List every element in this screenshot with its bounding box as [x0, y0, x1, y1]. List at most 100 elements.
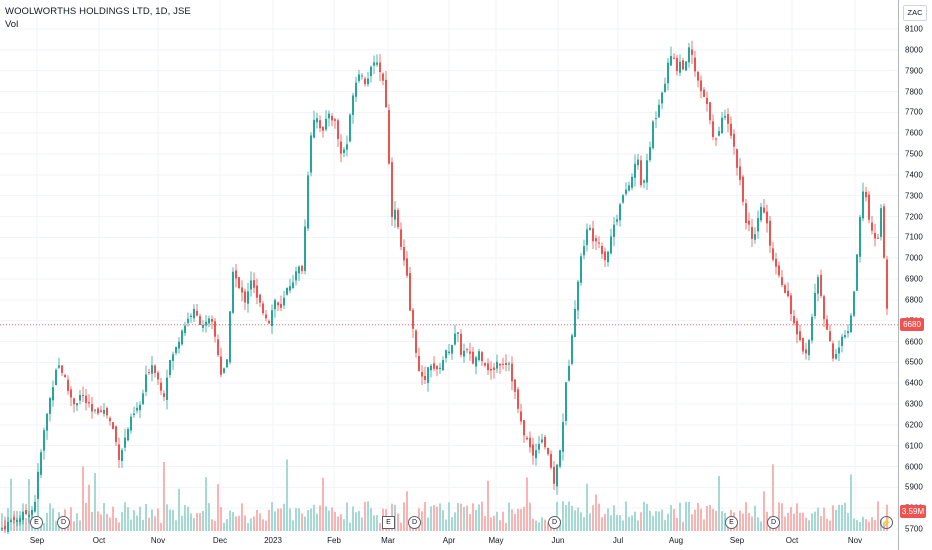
candle-body	[49, 398, 51, 414]
candle-body	[223, 368, 225, 373]
volume-bar	[661, 509, 663, 531]
candle-body	[676, 57, 678, 72]
x-tick-label: Sep	[729, 536, 745, 545]
candle-body	[691, 49, 693, 55]
candle-body	[598, 242, 600, 244]
volume-bar	[208, 503, 210, 531]
volume-bar	[316, 513, 318, 531]
volume-bar	[355, 512, 357, 531]
price-axis[interactable]	[898, 0, 932, 550]
volume-bar	[421, 511, 423, 531]
candle-body	[280, 303, 282, 308]
dividend-marker[interactable]: D	[767, 516, 780, 529]
y-tick-label: 7700	[905, 107, 923, 117]
volume-bar	[220, 507, 222, 531]
volume-bar	[670, 505, 672, 531]
candle-body	[556, 464, 558, 487]
volume-bar	[433, 505, 435, 531]
volume-bar	[859, 522, 861, 531]
volume-bar	[118, 522, 120, 531]
candle-body	[544, 436, 546, 448]
candle-body	[697, 71, 699, 81]
volume-bar	[157, 508, 159, 531]
earnings-marker[interactable]: E	[725, 516, 738, 529]
candle-body	[142, 393, 144, 405]
candle-body	[541, 439, 543, 443]
volume-bar	[706, 505, 708, 531]
candle-body	[403, 246, 405, 261]
volume-bar	[535, 520, 537, 531]
candle-body	[334, 119, 336, 121]
dividend-marker[interactable]: D	[57, 516, 70, 529]
bolt-icon[interactable]: ⚡	[880, 516, 893, 529]
candle-body	[193, 308, 195, 319]
candle-body	[781, 277, 783, 285]
volume-bar	[250, 518, 252, 531]
volume-bar	[112, 506, 114, 531]
candle-body	[262, 303, 264, 314]
volume-bar	[1, 513, 3, 531]
volume-bar	[223, 522, 225, 531]
volume-bar	[469, 514, 471, 531]
volume-bar	[349, 522, 351, 531]
volume-bar	[601, 517, 603, 531]
volume-bar	[742, 513, 744, 531]
candle-body	[331, 115, 333, 121]
candle-body	[580, 256, 582, 283]
candle-body	[646, 160, 648, 183]
volume-bar	[721, 511, 723, 531]
candle-body	[871, 222, 873, 231]
volume-bar	[499, 520, 501, 531]
candle-body	[460, 333, 462, 355]
volume-bar	[754, 505, 756, 531]
candle-body	[826, 319, 828, 330]
candle-body	[799, 331, 801, 341]
volume-bar	[574, 510, 576, 531]
candle-body	[568, 365, 570, 381]
volume-bar	[520, 508, 522, 531]
volume-bar	[850, 474, 852, 531]
candle-body	[727, 114, 729, 124]
candle-body	[454, 333, 456, 345]
volume-bar	[271, 502, 273, 531]
currency-label[interactable]: ZAC	[903, 5, 927, 21]
volume-bar	[838, 504, 840, 531]
volume-bar	[256, 509, 258, 531]
candle-body	[250, 280, 252, 290]
candle-body	[877, 237, 879, 239]
candle-body	[469, 351, 471, 354]
volume-bar	[22, 517, 24, 531]
volume-bar	[115, 518, 117, 531]
y-tick-label: 6200	[905, 420, 923, 430]
candle-body	[136, 407, 138, 411]
volume-bar	[709, 504, 711, 531]
y-tick-label: 6900	[905, 274, 923, 284]
candle-body	[772, 248, 774, 260]
volume-bar	[406, 491, 408, 531]
candle-body	[712, 121, 714, 137]
candle-body	[811, 317, 813, 341]
candle-body	[91, 404, 93, 412]
volume-bar	[175, 520, 177, 531]
candle-body	[184, 325, 186, 334]
candle-body	[34, 501, 36, 512]
earnings-marker[interactable]: E	[30, 516, 43, 529]
volume-bar	[802, 512, 804, 531]
candle-body	[664, 83, 666, 92]
dividend-marker[interactable]: D	[548, 516, 561, 529]
volume-bar	[262, 519, 264, 531]
candle-body	[22, 511, 24, 520]
volume-bar	[445, 519, 447, 531]
volume-bar	[298, 508, 300, 531]
candle-body	[610, 236, 612, 254]
candle-body	[61, 365, 63, 373]
candle-body	[616, 219, 618, 222]
last-price-badge: 6680	[900, 318, 924, 331]
earnings-marker[interactable]: E	[382, 516, 395, 529]
candle-body	[613, 224, 615, 237]
candle-body	[289, 286, 291, 291]
candle-body	[637, 159, 639, 166]
dividend-marker[interactable]: D	[408, 516, 421, 529]
volume-bar	[667, 513, 669, 531]
